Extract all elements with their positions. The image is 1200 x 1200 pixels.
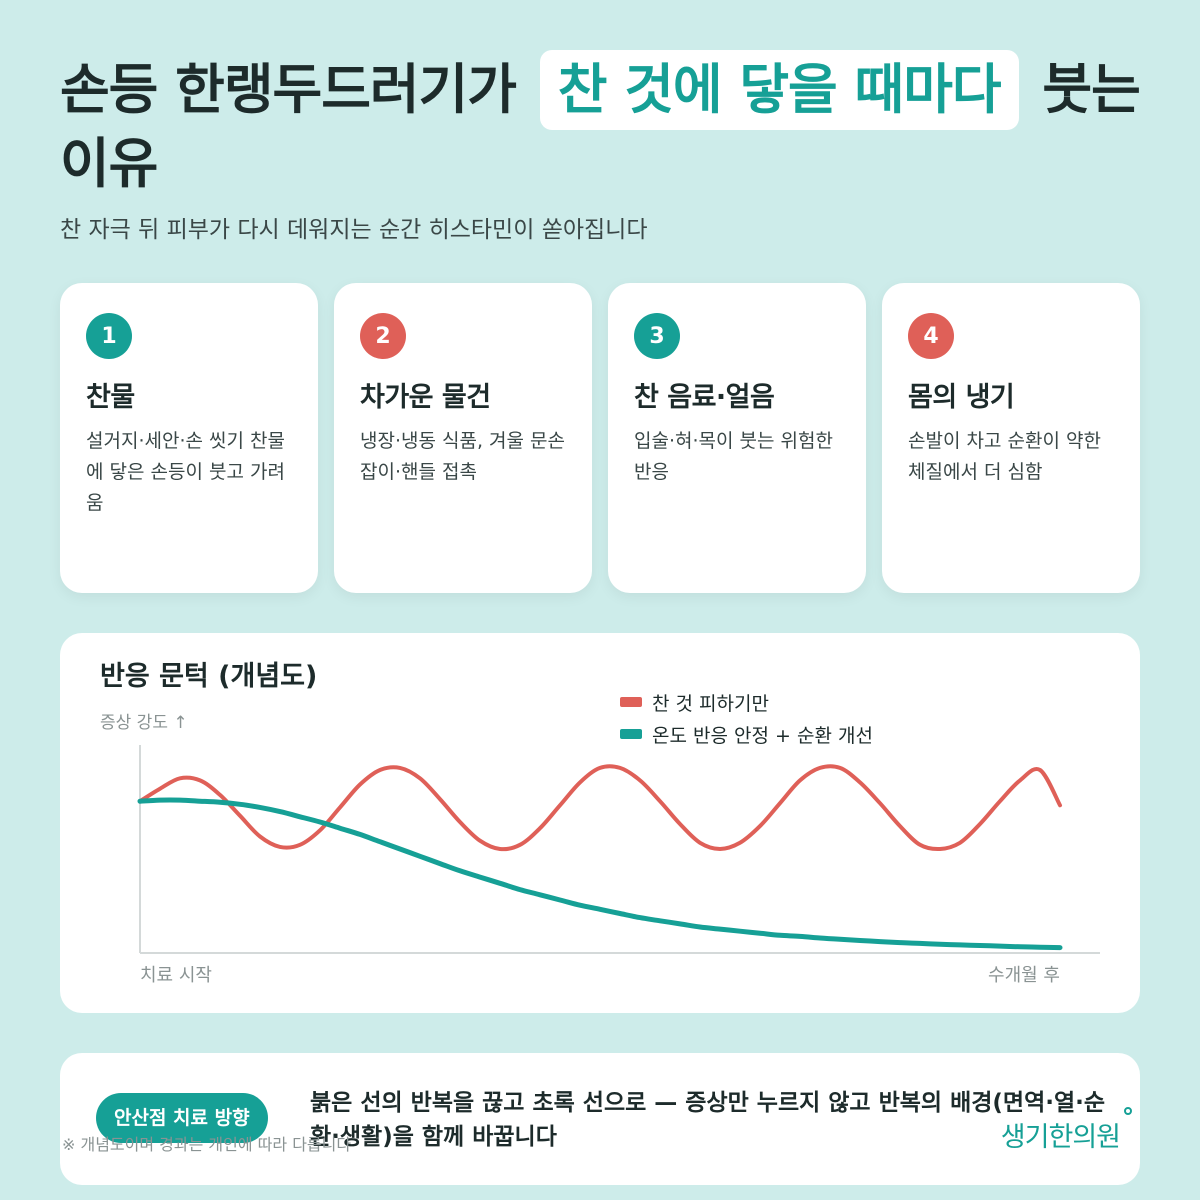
card-number-badge: 4: [908, 313, 954, 359]
trigger-card-cold-objects: 2 차가운 물건 냉장·냉동 식품, 겨울 문손잡이·핸들 접촉: [334, 283, 592, 593]
footnote: ※ 개념도이며 경과는 개인에 따라 다릅니다: [62, 1135, 352, 1154]
trigger-cards: 1 찬물 설거지·세안·손 씻기 찬물에 닿은 손등이 붓고 가려움 2 차가운…: [60, 283, 1140, 593]
card-description: 설거지·세안·손 씻기 찬물에 닿은 손등이 붓고 가려움: [86, 430, 285, 514]
clinic-logo-text: 생기한의원: [1000, 1122, 1121, 1153]
trigger-card-cold-drinks: 3 찬 음료·얼음 입술·혀·목이 붓는 위험한 반응: [608, 283, 866, 593]
title-text-after: 붓는 이유: [60, 58, 1141, 195]
title-text-before: 손등 한랭두드러기가: [60, 58, 517, 121]
series-line-avoid-cold: [138, 764, 1062, 852]
page-subtitle: 찬 자극 뒤 피부가 다시 데워지는 순간 히스타민이 쏟아집니다: [60, 217, 648, 243]
title-highlight: 찬 것에 닿을 때마다: [539, 50, 1019, 130]
chart-svg: 반응 문턱 (개념도) 증상 강도 ↑ 치료 시작 수개월 후 찬 것 피하기만…: [100, 661, 1100, 986]
trigger-card-body-cold: 4 몸의 냉기 손발이 차고 순환이 약한 체질에서 더 심함: [882, 283, 1140, 593]
treatment-direction-panel: 안산점 치료 방향 붉은 선의 반복을 끊고 초록 선으로 — 증상만 누르지 …: [60, 1053, 1140, 1185]
card-title: 찬물: [86, 382, 135, 413]
trigger-card-cold-water: 1 찬물 설거지·세안·손 씻기 찬물에 닿은 손등이 붓고 가려움: [60, 283, 318, 593]
series-line-stabilize-circulation: [137, 797, 1063, 951]
card-title: 찬 음료·얼음: [634, 382, 775, 413]
card-title: 몸의 냉기: [908, 382, 1015, 413]
card-number-badge: 1: [86, 313, 132, 359]
treatment-message: 붉은 선의 반복을 끊고 초록 선으로 — 증상만 누르지 않고 반복의 배경(…: [310, 1090, 1106, 1150]
x-end-label: 수개월 후: [988, 965, 1060, 986]
y-axis-label: 증상 강도 ↑: [100, 713, 188, 733]
page-title: 손등 한랭두드러기가 찬 것에 닿을 때마다 붓는 이유: [60, 50, 1150, 198]
card-description: 손발이 차고 순환이 약한 체질에서 더 심함: [908, 430, 1101, 483]
legend-swatch-stabilize-circulation: [620, 729, 642, 739]
legend-swatch-avoid-cold: [620, 697, 642, 707]
card-number-badge: 2: [360, 313, 406, 359]
card-description: 냉장·냉동 식품, 겨울 문손잡이·핸들 접촉: [360, 430, 565, 483]
reaction-threshold-chart: 반응 문턱 (개념도) 증상 강도 ↑ 치료 시작 수개월 후 찬 것 피하기만…: [60, 633, 1140, 1013]
card-number-badge: 3: [634, 313, 680, 359]
card-description: 입술·혀·목이 붓는 위험한 반응: [634, 430, 833, 483]
legend-label-stabilize-circulation: 온도 반응 안정 + 순환 개선: [652, 725, 873, 747]
clinic-logo: 생기한의원: [1000, 1107, 1132, 1154]
legend-label-avoid-cold: 찬 것 피하기만: [652, 693, 769, 715]
branch-badge: 안산점 치료 방향: [96, 1093, 268, 1143]
card-title: 차가운 물건: [360, 382, 491, 413]
logo-ring-icon: [1124, 1107, 1132, 1115]
x-start-label: 치료 시작: [140, 965, 212, 986]
chart-title: 반응 문턱 (개념도): [100, 661, 317, 692]
